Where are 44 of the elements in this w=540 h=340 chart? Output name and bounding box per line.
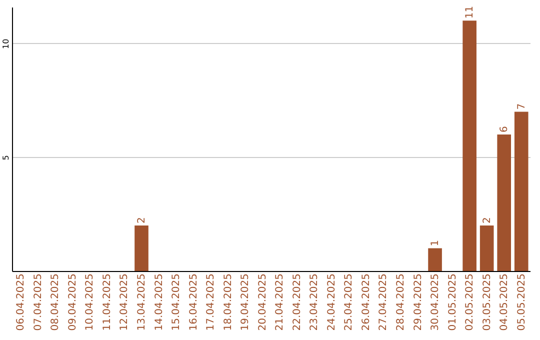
x-tick-label: 19.04.2025	[240, 274, 252, 331]
bar	[134, 225, 148, 271]
data-label: 7	[516, 103, 528, 110]
x-tick-label: 15.04.2025	[171, 274, 182, 331]
data-label: 2	[136, 217, 148, 224]
x-tick-label: 06.04.2025	[16, 274, 27, 331]
y-tick-label: 10	[2, 38, 10, 50]
x-tick-label: 28.04.2025	[396, 274, 406, 331]
bar	[428, 248, 442, 271]
x-tick-label: 27.04.2025	[378, 274, 390, 331]
x-tick-label: 26.04.2025	[360, 274, 372, 331]
x-tick-label: 01.05.2025	[447, 274, 458, 331]
x-tick-label: 04.05.2025	[499, 274, 510, 331]
bar	[497, 134, 512, 271]
x-tick-label: 30.04.2025	[430, 274, 442, 331]
data-label: 1	[430, 240, 442, 246]
data-label: 11	[464, 6, 476, 19]
x-tick-label: 03.05.2025	[482, 274, 493, 331]
x-tick-label: 23.04.2025	[309, 274, 320, 331]
x-tick-label: 14.04.2025	[154, 274, 165, 331]
x-tick-label: 24.04.2025	[326, 274, 338, 331]
y-tick-label: 5	[2, 155, 10, 160]
x-tick-label: 05.05.2025	[516, 274, 528, 331]
x-tick-label: 11.04.2025	[102, 274, 113, 331]
bar	[480, 225, 494, 271]
x-tick-label: 12.04.2025	[119, 274, 130, 331]
data-label: 2	[482, 217, 493, 224]
bar	[514, 112, 528, 271]
x-tick-label: 18.04.2025	[222, 274, 234, 331]
x-tick-label: 16.04.2025	[188, 274, 200, 331]
x-tick-label: 17.04.2025	[206, 274, 217, 331]
x-tick-label: 09.04.2025	[67, 274, 78, 331]
x-tick-label: 21.04.2025	[274, 274, 286, 331]
x-tick-label: 25.04.2025	[344, 274, 355, 331]
x-tick-label: 29.04.2025	[412, 274, 424, 331]
data-label: 6	[499, 126, 510, 132]
x-tick-label: 08.04.2025	[50, 274, 62, 331]
bar	[462, 20, 476, 271]
x-tick-label: 20.04.2025	[257, 274, 268, 331]
x-tick-label: 02.05.2025	[464, 274, 476, 331]
x-tick-label: 13.04.2025	[136, 274, 148, 331]
x-tick-label: 10.04.2025	[84, 274, 96, 331]
x-tick-label: 07.04.2025	[32, 274, 44, 331]
x-tick-label: 22.04.2025	[292, 274, 303, 331]
